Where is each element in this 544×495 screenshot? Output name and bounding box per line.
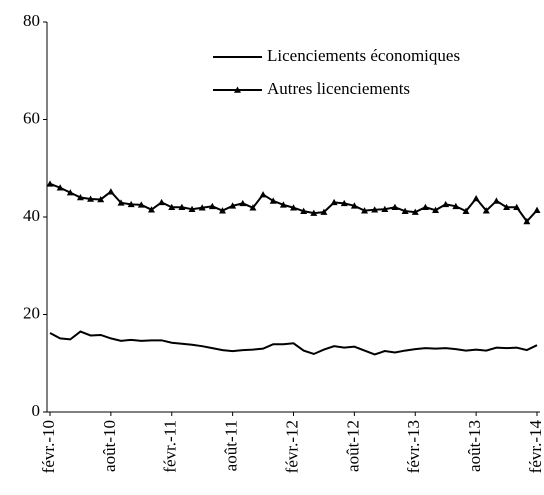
x-tick-label: févr.-14 bbox=[526, 420, 544, 474]
point-marker bbox=[239, 199, 247, 207]
legend-marker bbox=[234, 86, 241, 93]
x-tick-label: août-12 bbox=[343, 420, 362, 472]
x-tick-label: févr.-12 bbox=[282, 420, 301, 473]
point-marker bbox=[208, 202, 216, 210]
point-marker bbox=[432, 206, 440, 213]
point-marker bbox=[127, 200, 135, 208]
point-marker bbox=[330, 198, 338, 206]
point-marker bbox=[259, 191, 267, 198]
point-marker bbox=[188, 205, 196, 212]
point-marker bbox=[371, 206, 379, 213]
y-tick-label: 80 bbox=[23, 11, 40, 30]
point-marker bbox=[46, 180, 54, 187]
point-marker bbox=[523, 217, 531, 225]
x-tick-label: août-13 bbox=[465, 420, 484, 472]
point-marker bbox=[350, 202, 358, 209]
point-marker bbox=[158, 198, 166, 206]
point-marker bbox=[290, 204, 297, 211]
point-marker bbox=[421, 203, 429, 211]
point-marker bbox=[310, 209, 318, 216]
point-marker bbox=[401, 207, 409, 214]
point-marker bbox=[249, 204, 257, 211]
x-tick-label: août-11 bbox=[222, 420, 241, 471]
point-marker bbox=[300, 207, 308, 214]
point-marker bbox=[117, 199, 125, 206]
series-line bbox=[49, 182, 538, 223]
x-tick-label: févr.-11 bbox=[161, 420, 180, 473]
point-marker bbox=[218, 207, 226, 214]
point-marker bbox=[76, 194, 84, 201]
y-tick-label: 0 bbox=[32, 401, 41, 420]
point-marker bbox=[513, 203, 521, 211]
point-marker bbox=[452, 202, 460, 210]
point-marker bbox=[320, 208, 328, 215]
point-marker bbox=[56, 184, 64, 191]
point-marker bbox=[87, 195, 95, 202]
point-marker bbox=[340, 199, 348, 207]
point-marker bbox=[361, 207, 369, 214]
y-tick-label: 60 bbox=[23, 108, 40, 127]
point-marker bbox=[147, 206, 155, 213]
y-tick-label: 20 bbox=[23, 303, 40, 322]
point-marker bbox=[391, 203, 399, 211]
point-marker bbox=[492, 197, 500, 204]
point-marker bbox=[168, 203, 176, 211]
legend-item: Autres licenciements bbox=[213, 79, 410, 98]
point-marker bbox=[66, 189, 74, 196]
point-marker bbox=[533, 206, 541, 213]
y-tick-label: 40 bbox=[23, 206, 40, 225]
point-marker bbox=[229, 202, 237, 209]
point-marker bbox=[279, 201, 287, 208]
series-line bbox=[49, 330, 538, 356]
point-marker bbox=[472, 194, 480, 202]
point-marker bbox=[137, 201, 145, 208]
point-marker bbox=[462, 207, 470, 214]
point-marker bbox=[442, 200, 450, 208]
point-marker bbox=[381, 205, 389, 212]
point-marker bbox=[178, 203, 186, 211]
legend-label: Licenciements économiques bbox=[267, 46, 460, 65]
point-marker bbox=[482, 207, 490, 214]
point-marker bbox=[269, 197, 277, 204]
point-marker bbox=[503, 203, 511, 211]
x-tick-label: août-10 bbox=[100, 420, 119, 472]
point-marker bbox=[198, 204, 206, 211]
x-tick-label: févr.-13 bbox=[404, 420, 423, 473]
legend-item: Licenciements économiques bbox=[213, 46, 460, 65]
point-marker bbox=[97, 195, 105, 203]
point-marker bbox=[411, 208, 419, 215]
x-tick-label: févr.-10 bbox=[39, 420, 58, 473]
point-marker bbox=[107, 188, 115, 195]
legend-label: Autres licenciements bbox=[267, 79, 410, 98]
